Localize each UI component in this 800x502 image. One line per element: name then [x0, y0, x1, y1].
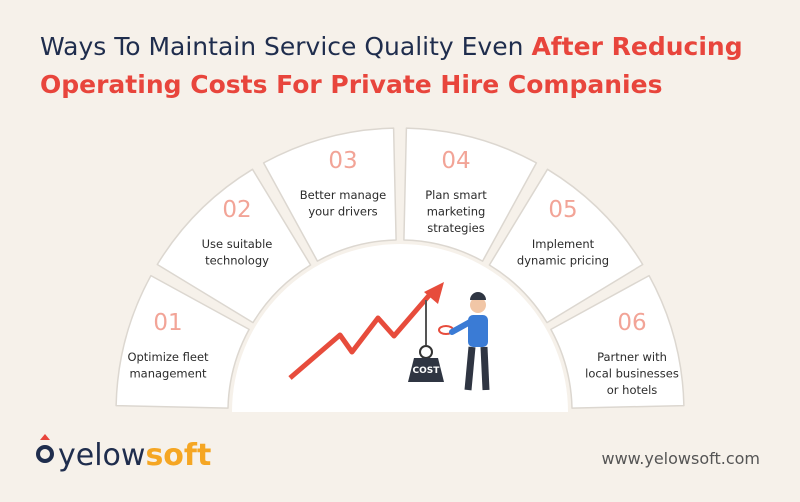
segment [156, 168, 312, 324]
illustration: COST [288, 282, 490, 391]
growth-arrow [288, 290, 434, 380]
segment-label: Implement [532, 237, 595, 251]
logo-part2: soft [145, 438, 211, 473]
segment-label: Use suitable [202, 237, 273, 251]
segment-label: dynamic pricing [517, 254, 609, 268]
segment-label: technology [205, 254, 269, 268]
segment-number: 03 [328, 148, 357, 174]
logo-text: yelowsoft [58, 438, 211, 473]
segment-number: 01 [153, 310, 182, 336]
man-head [470, 297, 486, 313]
title-line-2: Operating Costs For Private Hire Compani… [40, 70, 662, 99]
logo-roof [40, 434, 50, 440]
title-red: After Reducing [531, 32, 742, 61]
segment-number: 06 [617, 310, 646, 336]
segment-label: or hotels [607, 383, 658, 397]
man-leg [464, 346, 476, 391]
logo: yelowsoft [36, 434, 211, 473]
segment [403, 127, 538, 262]
man-arm [449, 319, 473, 335]
segment-number: 02 [222, 197, 251, 223]
man-leg [480, 346, 490, 391]
title-dark: Ways To Maintain Service Quality Even [40, 32, 523, 61]
title-line-1: Ways To Maintain Service Quality Even Aft… [40, 32, 743, 61]
segment-number: 04 [441, 148, 470, 174]
weight-label: COST [413, 366, 441, 376]
segment-label: strategies [427, 221, 484, 235]
man-hair [470, 292, 486, 300]
man-shirt [468, 315, 488, 347]
arrow-head [424, 282, 444, 304]
weight [408, 358, 444, 382]
website-url: www.yelowsoft.com [601, 449, 760, 468]
segment-label: your drivers [308, 205, 377, 219]
segment [488, 168, 644, 324]
segment-label: Better manage [300, 188, 386, 202]
segment-number: 05 [548, 197, 577, 223]
segment [262, 127, 397, 262]
segment-label: management [129, 367, 207, 381]
segment [550, 274, 685, 409]
segment-label: local businesses [585, 367, 679, 381]
segment-label: marketing [427, 205, 486, 219]
segment [115, 274, 250, 409]
logo-part1: yelow [58, 438, 145, 473]
segment-label: Plan smart [425, 188, 487, 202]
logo-ring [36, 445, 54, 463]
fan: 01 Optimize fleet management 02 Use suitable… [115, 127, 685, 409]
segment-label: Partner with [597, 350, 667, 364]
segment-label: Optimize fleet [127, 350, 209, 364]
